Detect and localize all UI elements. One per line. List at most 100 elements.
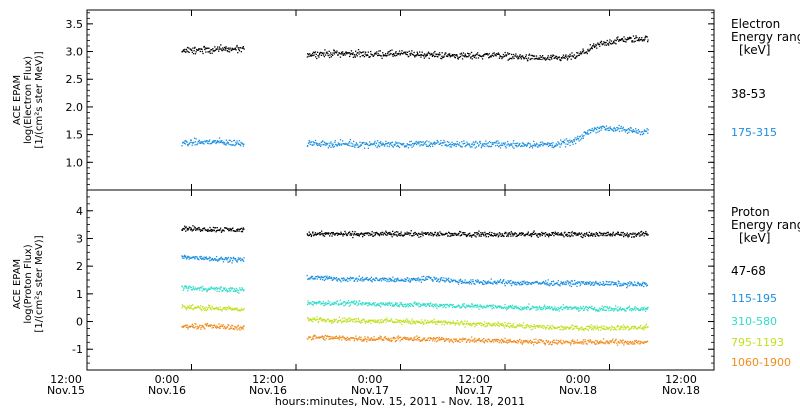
data-point [182,326,184,328]
data-point [474,147,476,149]
data-point [201,48,203,50]
data-point [345,233,347,236]
data-point [398,304,401,306]
data-point [185,326,187,328]
data-point [576,308,578,310]
data-point [633,309,635,311]
data-point [367,302,370,305]
data-point [495,234,497,237]
data-point [339,299,341,301]
data-point [441,234,443,236]
data-point [560,142,563,145]
data-point [432,321,434,324]
data-point [217,140,219,143]
data-point [455,234,457,236]
data-point [363,51,365,53]
data-point [522,308,524,310]
data-point [392,276,394,278]
data-point [346,234,348,236]
data-point [233,307,235,309]
data-point [323,235,326,237]
data-point [544,344,546,346]
data-point [356,320,358,323]
data-point [349,320,352,322]
data-point [200,257,202,260]
data-point [418,336,421,339]
data-point [352,277,355,279]
data-point [590,233,592,235]
data-point [484,340,486,342]
data-point [328,145,330,147]
data-point [237,289,240,292]
data-point [321,230,323,232]
data-point [198,289,201,291]
data-point [522,283,524,286]
data-point [606,281,608,283]
data-point [593,233,595,236]
data-point [392,55,394,57]
data-point [208,304,210,306]
data-point [506,140,509,143]
data-point [357,303,360,306]
data-point [417,141,419,143]
data-point [380,280,383,282]
data-point [193,326,195,328]
data-point [306,303,309,306]
data-point [472,306,474,308]
data-point [460,52,463,54]
data-point [217,308,219,310]
data-point [194,144,196,146]
data-point [327,142,329,145]
data-point [188,47,190,49]
data-point [544,143,547,145]
data-point [185,307,187,309]
data-point [393,143,395,146]
data-point [548,307,550,309]
data-point [222,324,224,326]
data-point [537,309,539,311]
data-point [309,336,312,338]
data-point [329,338,331,340]
data-point [612,231,614,233]
data-point [508,326,511,329]
data-point [362,319,364,321]
data-point [238,143,240,146]
data-point [390,337,392,339]
data-point [308,55,310,57]
data-point [582,236,584,239]
data-point [214,289,216,291]
data-point [219,327,221,330]
data-point [515,233,518,235]
data-point [551,306,553,308]
data-point [226,141,228,143]
data-point [486,233,489,235]
data-point [570,308,572,310]
data-point [507,308,509,310]
data-point [421,51,423,53]
data-point [374,234,376,237]
data-point [553,341,556,344]
data-point [569,144,571,147]
data-point [325,302,327,304]
data-point [488,339,490,341]
data-point [409,141,411,143]
data-point [415,142,417,145]
data-point [313,54,315,56]
data-point [611,325,613,327]
data-point [442,279,445,282]
data-point [321,141,323,143]
data-point [533,282,535,284]
data-point [465,338,467,340]
data-point [381,339,384,341]
data-point [549,144,551,146]
data-point [192,287,194,289]
data-point [346,53,348,55]
data-point [391,305,393,307]
data-point [385,143,388,145]
data-point [642,231,645,234]
data-point [540,307,543,309]
data-point [227,141,229,144]
data-point [574,279,576,282]
data-point [560,233,562,235]
data-point [224,46,226,49]
